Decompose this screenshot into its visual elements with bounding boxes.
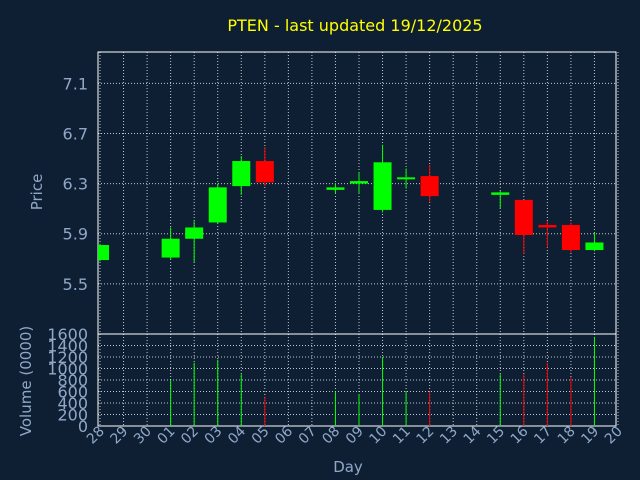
price-tick-label: 5.9 (63, 225, 88, 244)
volume-tick-label: 200 (57, 406, 88, 425)
volume-tick-label: 1600 (47, 325, 88, 344)
candle-body (514, 199, 533, 235)
candle-body (420, 176, 439, 197)
candle-body (585, 242, 604, 251)
volume-tick-label: 600 (57, 383, 88, 402)
price-tick-label: 7.1 (63, 74, 88, 93)
volume-tick-label: 1200 (47, 348, 88, 367)
candle-body (185, 227, 204, 239)
x-tick-label: 01 (155, 424, 179, 448)
candle-body (255, 161, 274, 183)
chart-title: PTEN - last updated 19/12/2025 (227, 16, 482, 35)
x-tick-label: 17 (531, 424, 555, 448)
x-tick-label: 14 (461, 423, 485, 447)
x-tick-label: 02 (178, 424, 202, 448)
x-axis-label: Day (333, 458, 363, 476)
x-tick-label: 10 (366, 424, 390, 448)
price-tick-label: 6.3 (63, 175, 88, 194)
candle-body (491, 192, 510, 195)
x-tick-label: 29 (107, 424, 131, 448)
candle-body (397, 177, 416, 180)
price-axis-label: Price (28, 174, 46, 211)
price-tick-label: 6.7 (63, 124, 88, 143)
x-tick-label: 19 (578, 424, 602, 448)
price-panel: 5.5 5.9 6.3 6.7 7.1 (63, 51, 619, 335)
x-tick-label: 18 (555, 424, 579, 448)
candle-body (161, 238, 180, 258)
x-tick-label: 07 (296, 424, 320, 448)
x-tick-label: 16 (508, 423, 532, 447)
price-tick-label: 5.5 (63, 275, 88, 294)
x-tick-label: 12 (414, 424, 438, 448)
volume-tick-label: 800 (57, 371, 88, 390)
x-tick-label: 15 (484, 424, 508, 448)
price-frame (97, 51, 617, 335)
volume-tick-label: 1400 (47, 337, 88, 356)
candle-body (326, 187, 345, 190)
x-tick-label: 08 (319, 424, 343, 448)
candle-body (350, 181, 368, 184)
x-tick-label: 06 (272, 423, 296, 447)
volume-tick-label: 0 (78, 417, 88, 436)
candle-body (208, 187, 227, 223)
x-tick-label: 13 (437, 424, 461, 448)
candle-body (232, 161, 251, 187)
x-axis: 28 29 30 01 02 03 04 05 06 07 08 09 10 11 12 13 14 15 16 17… (84, 423, 626, 447)
candle-body (98, 245, 109, 261)
x-tick-label: 30 (131, 424, 155, 448)
x-tick-label: 20 (602, 424, 626, 448)
candle-body (373, 162, 392, 210)
candle-body (561, 224, 580, 251)
x-tick-label: 05 (249, 424, 273, 448)
volume-tick-label: 400 (57, 394, 88, 413)
x-tick-label: 09 (343, 424, 367, 448)
volume-tick-label: 1000 (47, 360, 88, 379)
x-tick-label: 03 (202, 424, 226, 448)
volume-frame (97, 333, 617, 427)
volume-axis-label: Volume (0000) (17, 326, 35, 436)
x-tick-label: 04 (225, 423, 249, 447)
candle-body (538, 224, 557, 228)
x-tick-label: 11 (390, 424, 414, 448)
